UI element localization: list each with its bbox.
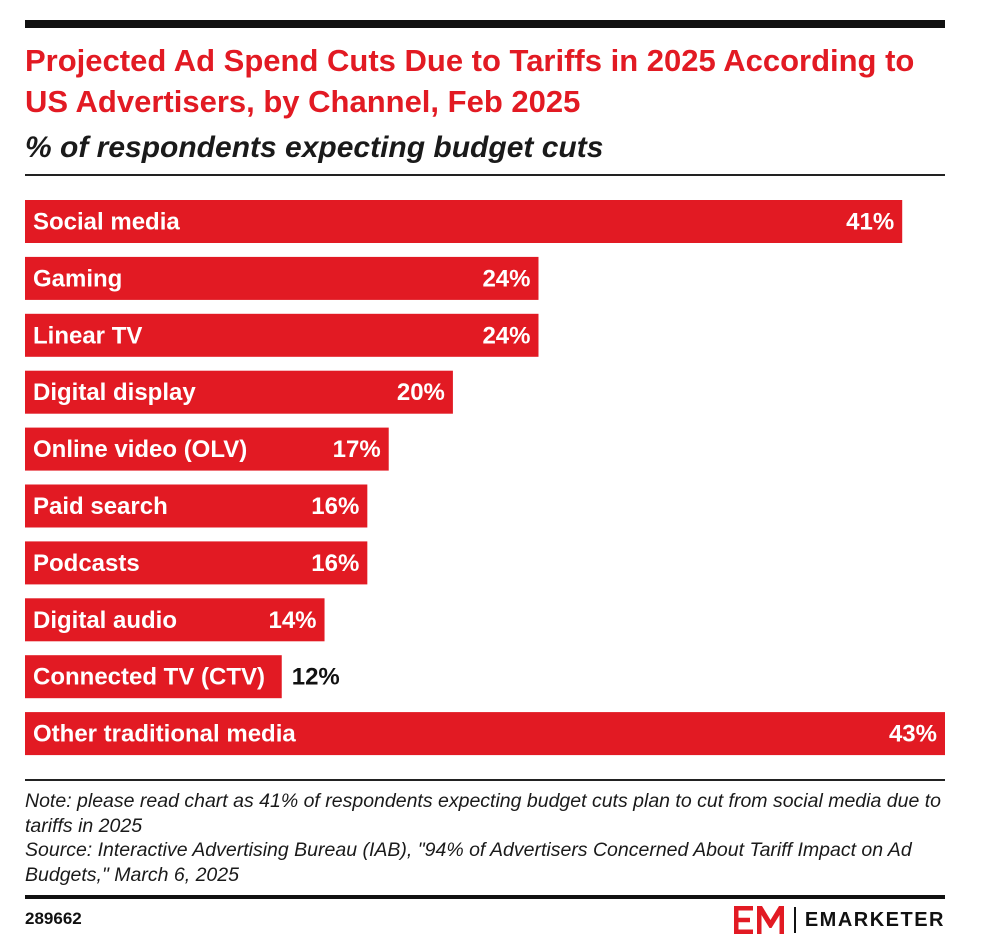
bar-social-media <box>25 200 903 243</box>
value-label: 43% <box>889 721 937 748</box>
value-label: 16% <box>311 550 359 577</box>
top-rule <box>25 20 945 28</box>
chart-title: Projected Ad Spend Cuts Due to Tariffs i… <box>25 43 915 119</box>
brand-name: EMARKETER <box>804 908 945 931</box>
value-label: 41% <box>846 209 894 236</box>
bar-digital-display <box>25 370 453 414</box>
bar-connected-tv-ctv <box>25 655 282 699</box>
chart-subtitle: % of respondents expecting budget cuts <box>25 131 604 164</box>
header-divider <box>25 174 945 176</box>
value-label: 17% <box>333 436 381 463</box>
bottom-rule <box>25 895 945 899</box>
value-label: 24% <box>482 265 530 292</box>
category-label: Linear TV <box>33 322 142 349</box>
bar-paid-search <box>25 484 368 528</box>
bar-podcasts <box>25 541 368 585</box>
category-label: Podcasts <box>33 550 140 577</box>
footer-divider <box>25 779 945 781</box>
bar-linear-tv <box>25 313 539 357</box>
bar-digital-audio <box>25 598 325 642</box>
category-label: Online video (OLV) <box>33 436 247 463</box>
source-text: Source: Interactive Advertising Bureau (… <box>25 839 912 886</box>
bar-chart: Social media 41% Gaming 24% Linear TV 24% Digi… <box>25 200 945 756</box>
em-logo-icon <box>733 906 784 934</box>
value-label: 20% <box>397 379 445 406</box>
bar-online-video-olv <box>25 427 389 471</box>
category-label: Connected TV (CTV) <box>33 664 265 691</box>
value-label: 12% <box>292 664 340 691</box>
chart-id: 289662 <box>25 909 82 928</box>
category-label: Social media <box>33 209 180 236</box>
bar-other-traditional-media <box>25 712 945 756</box>
footnote: Note: please read chart as 41% of respon… <box>25 789 960 887</box>
category-label: Gaming <box>33 265 122 292</box>
bar-gaming <box>25 256 539 300</box>
category-label: Paid search <box>33 493 168 520</box>
value-label: 24% <box>482 322 530 349</box>
note-text: Note: please read chart as 41% of respon… <box>25 790 941 837</box>
brand-logo: EMARKETER <box>733 905 945 935</box>
brand-divider <box>793 907 796 933</box>
category-label: Digital audio <box>33 607 177 634</box>
category-label: Digital display <box>33 379 196 406</box>
value-label: 16% <box>311 493 359 520</box>
value-label: 14% <box>268 607 316 634</box>
category-label: Other traditional media <box>33 721 296 748</box>
